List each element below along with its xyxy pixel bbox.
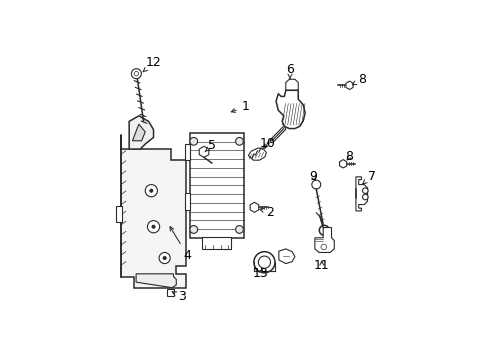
Circle shape [163,256,166,260]
Circle shape [363,188,368,193]
Text: 12: 12 [143,56,161,72]
Bar [116,206,122,222]
Text: 11: 11 [314,259,330,272]
Text: 8: 8 [352,73,366,86]
Polygon shape [279,249,295,264]
Text: 3: 3 [172,290,186,303]
Polygon shape [122,135,186,288]
Polygon shape [340,159,347,168]
Text: 9: 9 [310,170,318,183]
Polygon shape [286,79,298,90]
Circle shape [258,256,270,268]
Polygon shape [276,90,305,129]
Circle shape [145,185,157,197]
Circle shape [190,138,197,145]
Circle shape [147,221,160,233]
Circle shape [236,138,244,145]
Text: 13: 13 [253,267,269,280]
Polygon shape [185,144,190,160]
Text: 6: 6 [286,63,294,79]
Polygon shape [168,289,174,296]
Polygon shape [248,148,267,160]
Polygon shape [136,274,176,288]
Circle shape [363,194,368,200]
Bar [202,237,231,249]
Bar [190,133,244,238]
Polygon shape [346,81,353,90]
Polygon shape [315,228,334,252]
Circle shape [254,252,275,273]
Circle shape [319,225,329,235]
Circle shape [321,244,326,250]
Text: 8: 8 [345,150,353,163]
Circle shape [134,72,139,76]
Polygon shape [199,146,209,157]
Polygon shape [250,202,259,212]
Circle shape [190,226,197,233]
Text: 1: 1 [231,100,249,113]
Polygon shape [185,193,190,210]
Text: 7: 7 [363,170,376,184]
Text: 4: 4 [170,227,191,262]
Polygon shape [356,177,368,211]
Polygon shape [129,116,153,149]
Circle shape [159,252,170,264]
Circle shape [312,180,320,189]
Text: 10: 10 [259,137,275,150]
Text: 5: 5 [205,139,216,152]
Circle shape [131,69,141,79]
Polygon shape [132,124,145,141]
Circle shape [149,189,153,192]
Text: 2: 2 [260,206,274,219]
Circle shape [236,226,244,233]
Circle shape [152,225,155,228]
